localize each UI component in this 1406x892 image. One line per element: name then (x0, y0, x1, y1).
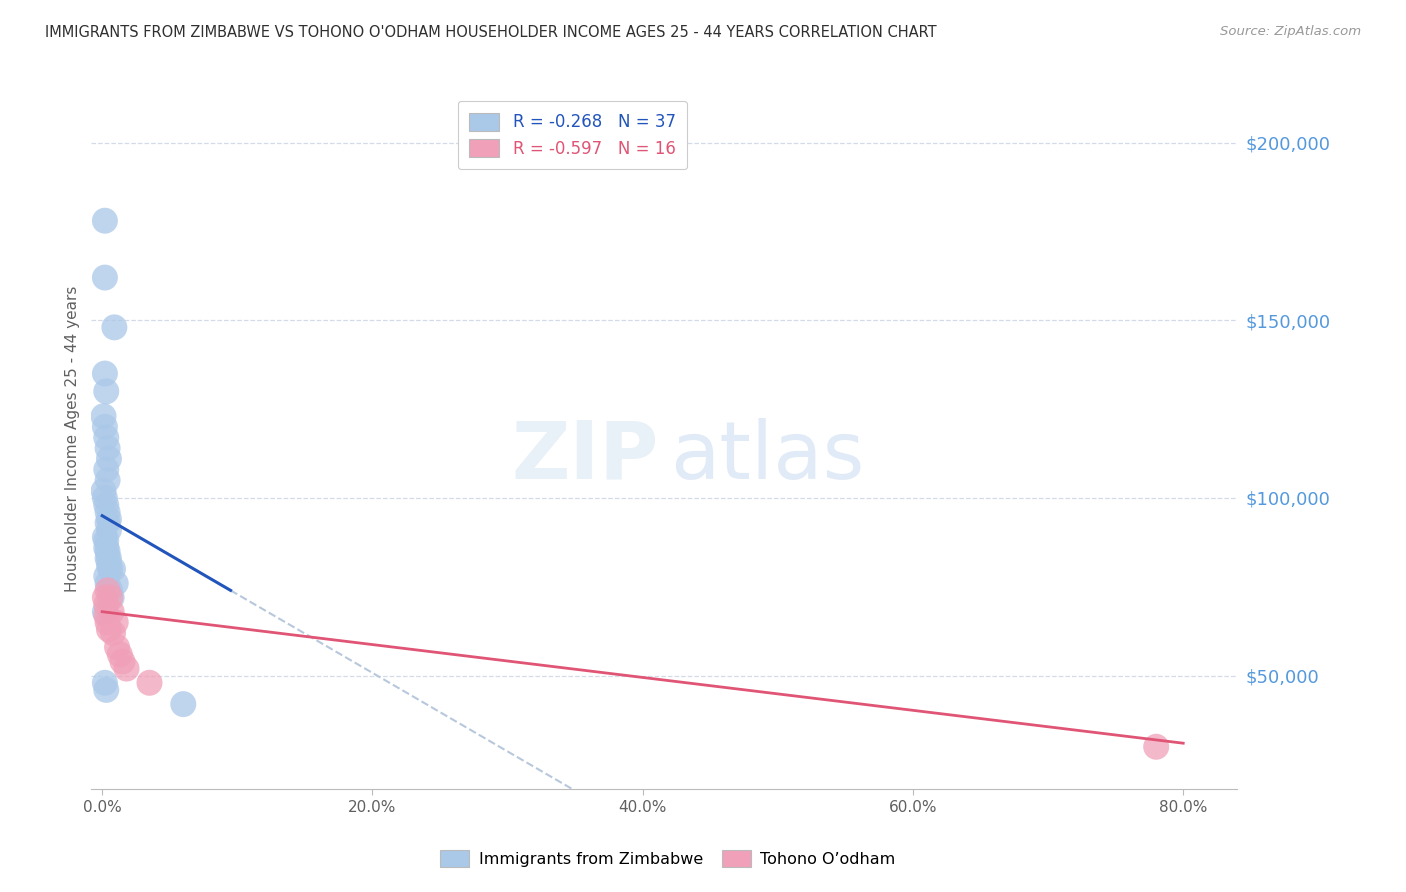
Point (97, 505, 120, 519)
Legend: Immigrants from Zimbabwe, Tohono O’odham: Immigrants from Zimbabwe, Tohono O’odham (434, 843, 901, 873)
Point (97, 615, 120, 630)
Point (96, 431, 118, 445)
Point (96, 608, 118, 623)
Legend: R = -0.268   N = 37, R = -0.597   N = 16: R = -0.268 N = 37, R = -0.597 N = 16 (458, 101, 688, 169)
Point (172, 697, 194, 711)
Point (96, 462, 118, 476)
Point (96, 598, 118, 612)
Point (94, 270, 117, 285)
Point (97, 516, 120, 530)
Point (97, 451, 120, 466)
Point (97, 523, 120, 537)
Text: atlas: atlas (671, 417, 865, 496)
Point (1144, 739, 1167, 754)
Point (97, 551, 120, 566)
Point (100, 605, 122, 619)
Point (104, 576, 127, 591)
Point (94, 213, 117, 227)
Point (96, 682, 118, 697)
Point (96, 384, 118, 399)
Text: IMMIGRANTS FROM ZIMBABWE VS TOHONO O'ODHAM HOUSEHOLDER INCOME AGES 25 - 44 YEARS: IMMIGRANTS FROM ZIMBABWE VS TOHONO O'ODH… (45, 25, 936, 40)
Y-axis label: Householder Income Ages 25 - 44 years: Householder Income Ages 25 - 44 years (65, 286, 80, 592)
Point (94, 605, 117, 619)
Point (94, 420, 117, 434)
Point (93, 483, 115, 498)
Point (97, 512, 120, 526)
Point (115, 662, 138, 676)
Point (97, 576, 120, 591)
Text: ZIP: ZIP (512, 417, 658, 496)
Point (96, 569, 118, 583)
Point (96, 541, 118, 555)
Point (96, 533, 118, 548)
Point (97, 583, 120, 598)
Point (103, 320, 125, 334)
Point (94, 491, 117, 505)
Point (98, 583, 121, 598)
Point (94, 675, 117, 690)
Point (97, 558, 120, 573)
Text: Source: ZipAtlas.com: Source: ZipAtlas.com (1220, 25, 1361, 38)
Point (111, 655, 134, 669)
Point (97, 441, 120, 455)
Point (100, 591, 122, 605)
Point (138, 675, 160, 690)
Point (94, 530, 117, 544)
Point (94, 591, 117, 605)
Point (93, 409, 115, 424)
Point (101, 626, 124, 640)
Point (97, 544, 120, 558)
Point (97, 623, 120, 637)
Point (108, 648, 131, 662)
Point (101, 562, 124, 576)
Point (96, 498, 118, 512)
Point (105, 640, 128, 655)
Point (98, 562, 121, 576)
Point (104, 615, 127, 630)
Point (98, 591, 121, 605)
Point (94, 367, 117, 381)
Point (97, 473, 120, 487)
Point (97, 551, 120, 566)
